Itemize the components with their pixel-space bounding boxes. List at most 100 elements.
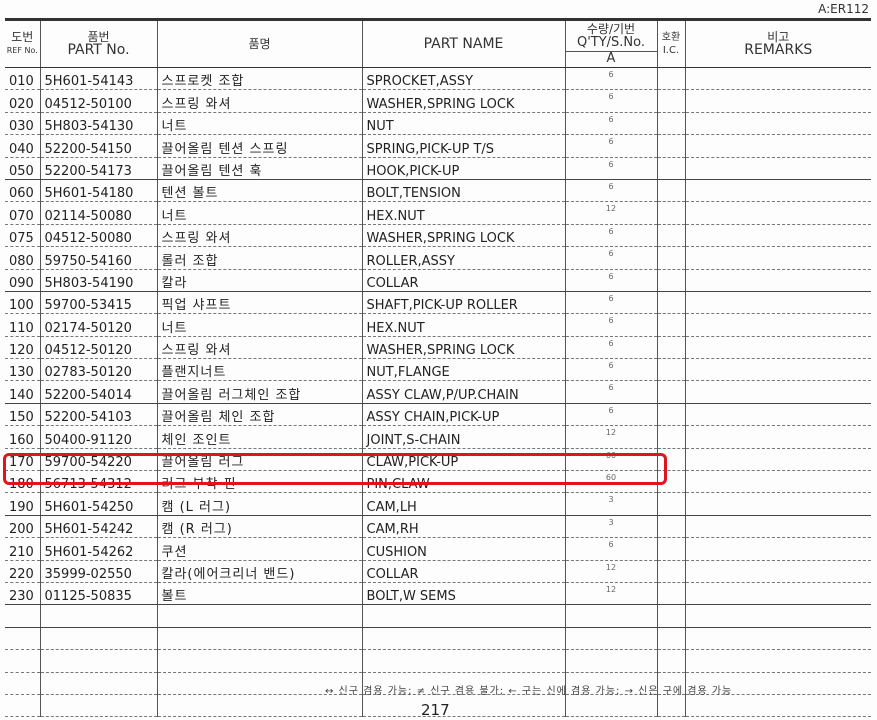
- remarks-cell: [684, 179, 871, 203]
- part-no-cell: [39, 627, 157, 651]
- part-no-cell: 35999-02550: [39, 560, 157, 583]
- parts-table: 도번 REF No. 품번 PART No. 품명 PART NAME 수량/기번 Q…: [5, 18, 871, 718]
- qty-cell: [564, 649, 657, 673]
- ref-cell: [5, 627, 40, 651]
- remarks-header: 비고 REMARKS: [684, 19, 871, 68]
- qty-cell: 12: [564, 560, 657, 583]
- page-code: A:ER112: [818, 2, 869, 16]
- remarks-cell: [684, 470, 871, 494]
- name-kr-cell: 볼트: [156, 582, 362, 606]
- qty-cell: 6: [564, 246, 657, 270]
- ref-cell: 140: [5, 380, 40, 404]
- ref-cell: 230: [5, 582, 40, 606]
- remarks-cell: [684, 515, 871, 539]
- part-name-cell: ROLLER,ASSY: [361, 246, 565, 270]
- remarks-cell: [684, 336, 871, 360]
- table-row: 060 5H601-54180 텐션 볼트 BOLT,TENSION 6: [5, 179, 871, 203]
- part-name-cell: [361, 604, 565, 628]
- qty-cell: 60: [564, 470, 657, 494]
- part-no-cell: 5H601-54242: [39, 515, 157, 539]
- qty-cell: 6: [564, 403, 657, 427]
- name-kr-cell: 캠 (R 러그): [156, 515, 362, 539]
- qty-cell: 6: [564, 537, 657, 561]
- part-no-cell: 01125-50835: [39, 582, 157, 606]
- table-row: 090 5H803-54190 칼라 COLLAR 6: [5, 269, 871, 292]
- name-kr-cell: [156, 694, 362, 718]
- ic-cell: [656, 492, 685, 516]
- part-name-cell: JOINT,S-CHAIN: [361, 425, 565, 449]
- name-kr-cell: 스프링 와셔: [156, 89, 362, 113]
- part-name-cell: COLLAR: [361, 269, 565, 292]
- ref-cell: 130: [5, 358, 40, 382]
- ic-cell: [656, 157, 685, 180]
- ref-cell: 030: [5, 112, 40, 136]
- part-no-cell: 02174-50120: [39, 313, 157, 337]
- part-no-cell: [39, 694, 157, 718]
- table-row: 220 35999-02550 칼라(에어크리너 밴드) COLLAR 12: [5, 560, 871, 583]
- name-kr-cell: 스프링 와셔: [156, 336, 362, 360]
- ref-cell: 050: [5, 157, 40, 180]
- ref-cell: 070: [5, 201, 40, 225]
- qty-cell: 3: [564, 492, 657, 516]
- ic-cell: [656, 313, 685, 337]
- qty-cell: 6: [564, 67, 657, 91]
- table-row: 200 5H601-54242 캠 (R 러그) CAM,RH 3: [5, 515, 871, 539]
- part-no-cell: 52200-54173: [39, 157, 157, 180]
- remarks-cell: [684, 627, 871, 651]
- name-kr-cell: 끌어올림 텐션 스프링: [156, 134, 362, 158]
- remarks-cell: [684, 157, 871, 180]
- part-no-header: 품번 PART No.: [39, 19, 157, 68]
- name-kr-cell: 체인 조인트: [156, 425, 362, 449]
- ref-cell: 080: [5, 246, 40, 270]
- name-kr-cell: 너트: [156, 112, 362, 136]
- part-no-cell: 59750-54160: [39, 246, 157, 270]
- ic-cell: [656, 89, 685, 113]
- remarks-cell: [684, 246, 871, 270]
- ic-cell: [656, 403, 685, 427]
- ref-cell: 160: [5, 425, 40, 449]
- ic-cell: [656, 291, 685, 315]
- ic-cell: [656, 380, 685, 404]
- ref-cell: 150: [5, 403, 40, 427]
- ic-cell: [656, 604, 685, 628]
- remarks-cell: [684, 403, 871, 427]
- table-row: 040 52200-54150 끌어올림 텐션 스프링 SPRING,PICK-UP …: [5, 134, 871, 158]
- name-kr-cell: 끌어올림 체인 조합: [156, 403, 362, 427]
- ic-cell: [656, 134, 685, 158]
- part-name-cell: BOLT,TENSION: [361, 179, 565, 203]
- part-name-cell: BOLT,W SEMS: [361, 582, 565, 606]
- part-no-cell: 5H803-54130: [39, 112, 157, 136]
- name-kr-cell: 끌어올림 러그체인 조합: [156, 380, 362, 404]
- qty-cell: 6: [564, 269, 657, 292]
- part-name-cell: CAM,RH: [361, 515, 565, 539]
- part-no-cell: 04512-50120: [39, 336, 157, 360]
- table-row: 190 5H601-54250 캠 (L 러그) CAM,LH 3: [5, 492, 871, 516]
- part-no-cell: 5H601-54262: [39, 537, 157, 561]
- name-kr-cell: 너트: [156, 313, 362, 337]
- page-number: 217: [421, 701, 450, 719]
- part-name-cell: ASSY CHAIN,PICK-UP: [361, 403, 565, 427]
- ref-cell: 120: [5, 336, 40, 360]
- ref-cell: 100: [5, 291, 40, 315]
- part-name-cell: CAM,LH: [361, 492, 565, 516]
- ic-cell: [656, 67, 685, 91]
- ic-cell: [656, 336, 685, 360]
- remarks-cell: [684, 672, 871, 695]
- name-kr-cell: 칼라: [156, 269, 362, 292]
- qty-cell: 6: [564, 89, 657, 113]
- remarks-cell: [684, 492, 871, 516]
- remarks-cell: [684, 269, 871, 292]
- remarks-cell: [684, 112, 871, 136]
- ic-cell: [656, 694, 685, 718]
- name-kr-cell: 스프로켓 조합: [156, 67, 362, 91]
- part-no-cell: 59700-53415: [39, 291, 157, 315]
- part-name-cell: COLLAR: [361, 560, 565, 583]
- part-name-cell: [361, 672, 565, 695]
- part-name-cell: NUT: [361, 112, 565, 136]
- table-row: 070 02114-50080 너트 HEX.NUT 12: [5, 201, 871, 225]
- part-no-cell: [39, 672, 157, 695]
- part-no-cell: 02783-50120: [39, 358, 157, 382]
- empty-row: [5, 649, 871, 673]
- qty-cell: 6: [564, 313, 657, 337]
- part-no-cell: 5H601-54250: [39, 492, 157, 516]
